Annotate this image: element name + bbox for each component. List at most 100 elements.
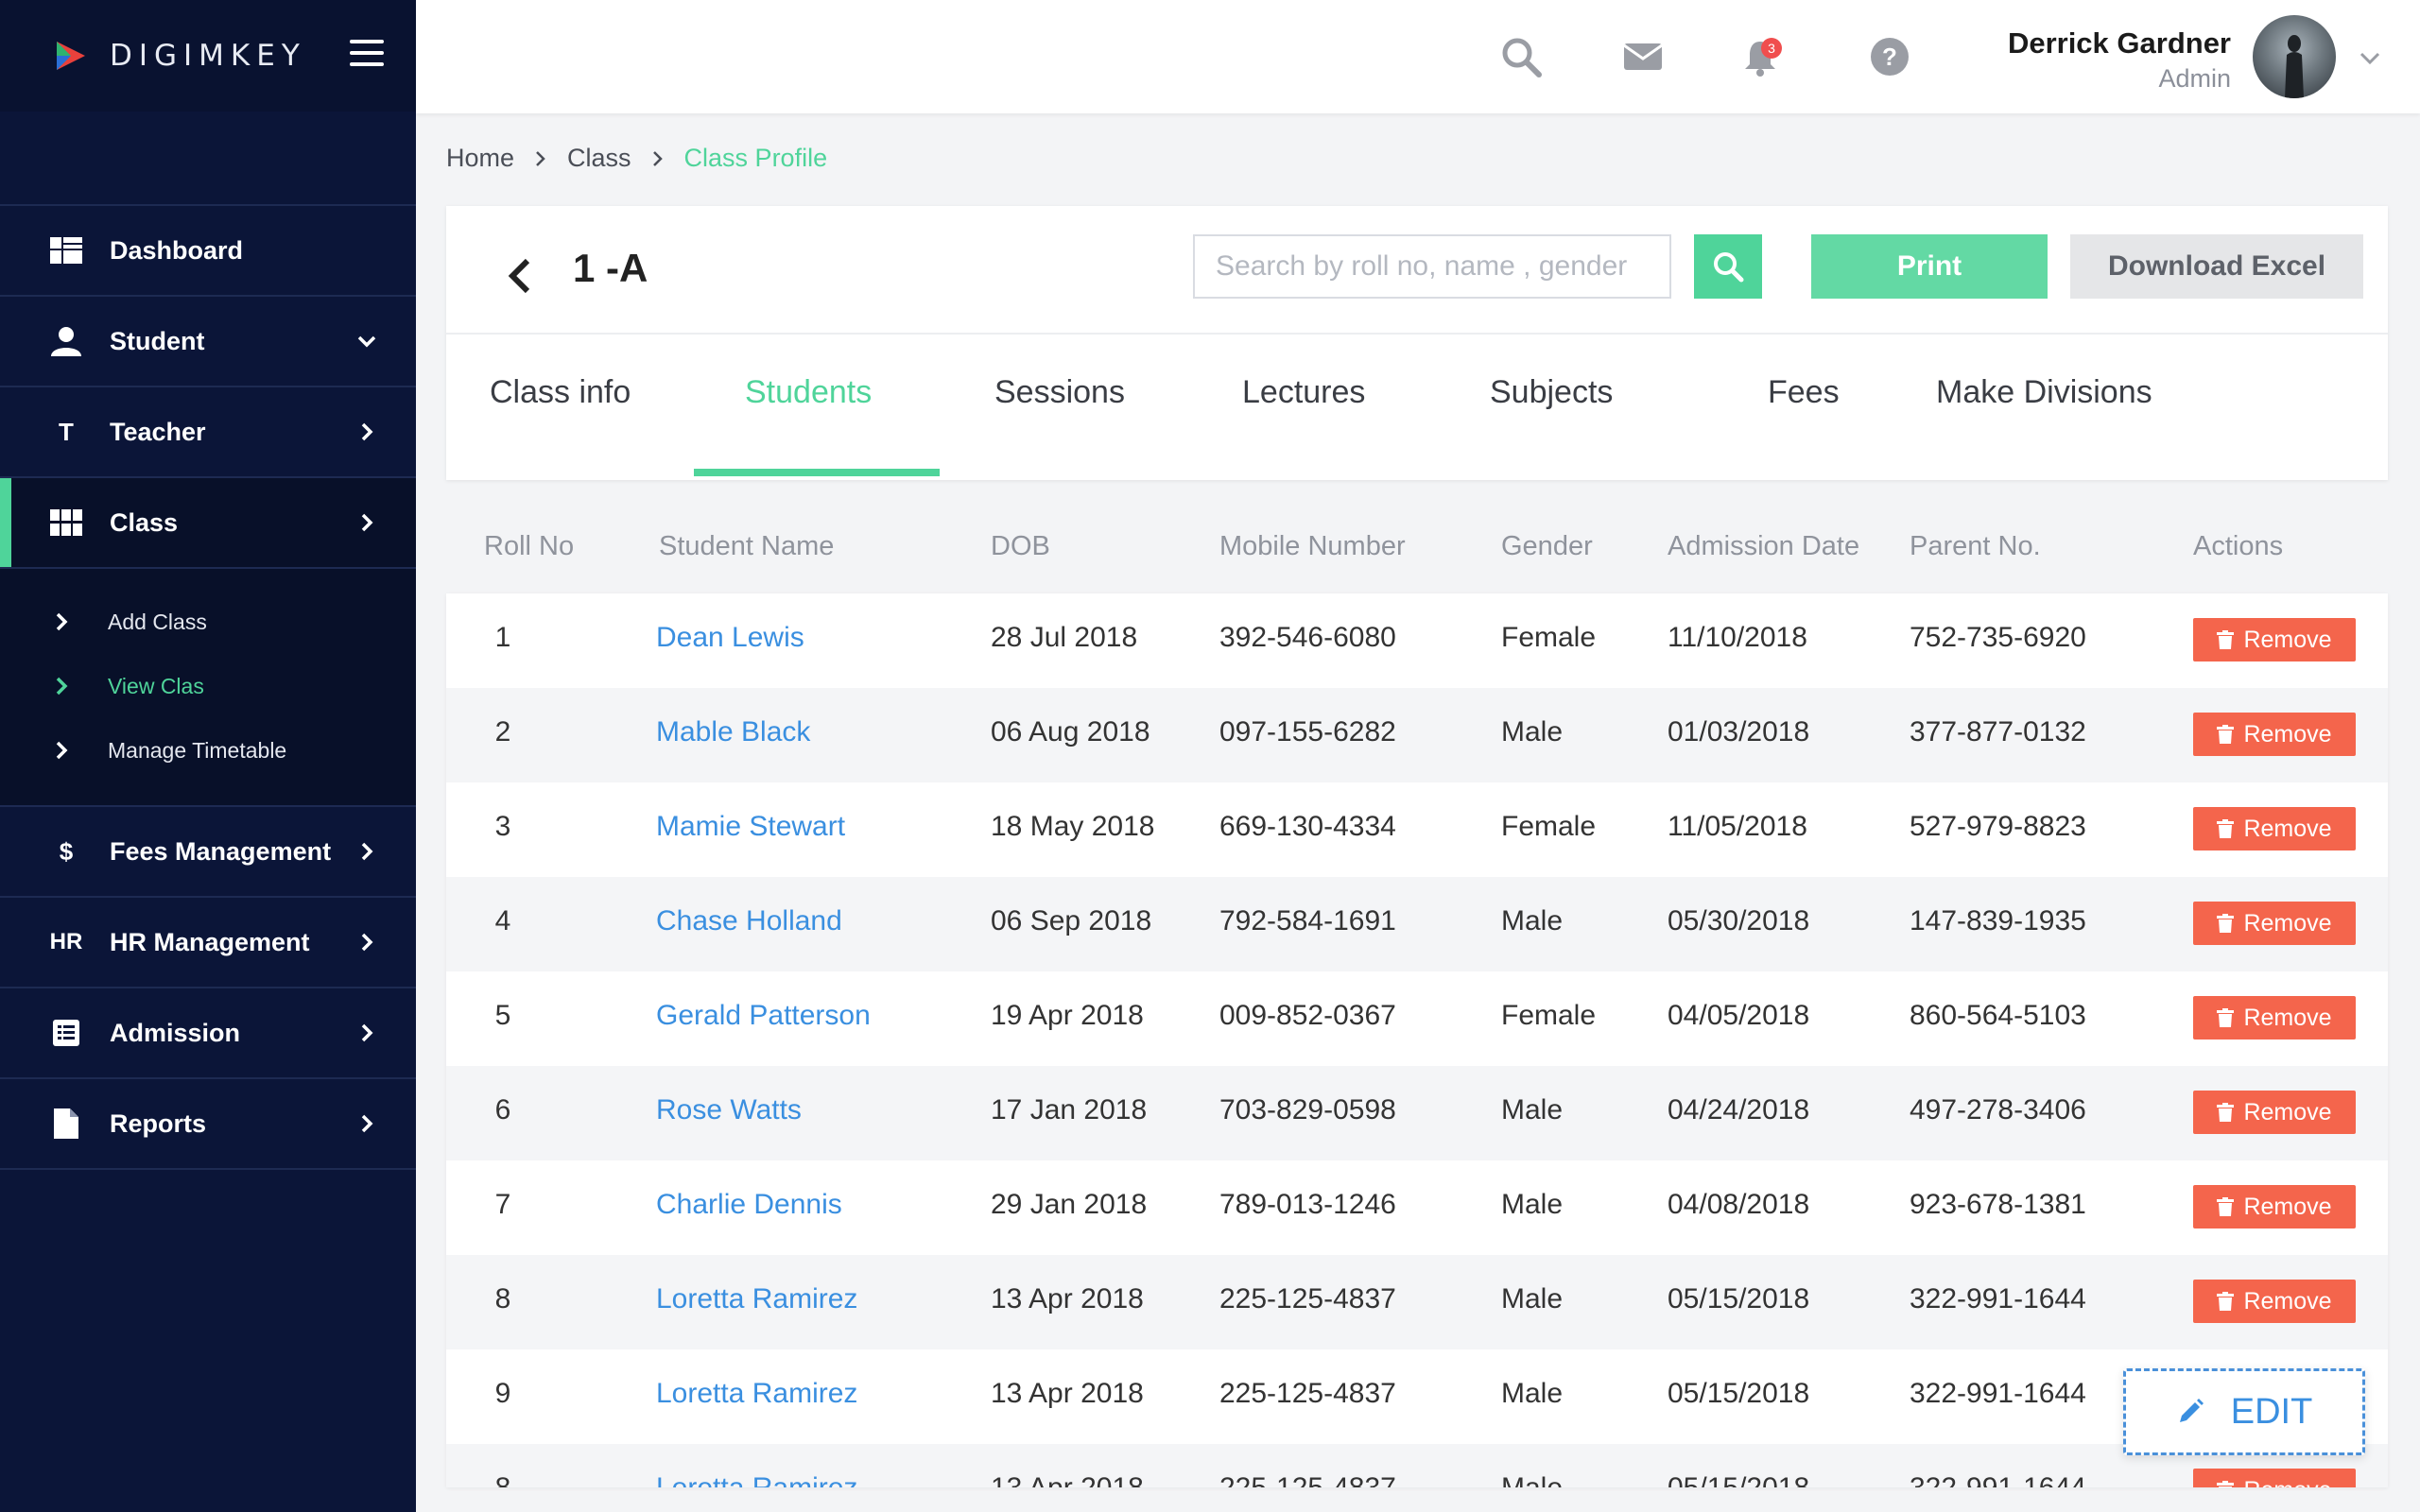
remove-button[interactable]: Remove <box>2193 713 2356 756</box>
student-name-link[interactable]: Loretta Ramirez <box>656 1283 858 1314</box>
user-name[interactable]: Derrick Gardner <box>2007 26 2231 60</box>
cell-dob: 19 Apr 2018 <box>991 1000 1144 1031</box>
table-row: 1 Dean Lewis 28 Jul 2018 392-546-6080 Female… <box>446 593 2388 688</box>
remove-button[interactable]: Remove <box>2193 902 2356 945</box>
chevron-right-icon <box>361 1023 373 1042</box>
grid-icon <box>45 509 87 536</box>
tab-fees[interactable]: Fees <box>1768 374 1840 410</box>
cell-roll-no: 1 <box>494 622 511 653</box>
table-row: 2 Mable Black 06 Aug 2018 097-155-6282 Male 0… <box>446 688 2388 782</box>
remove-button[interactable]: Remove <box>2193 1185 2356 1228</box>
cell-mobile: 225-125-4837 <box>1219 1283 1396 1314</box>
help-icon[interactable]: ? <box>1869 36 1910 77</box>
sidebar-item-class[interactable]: Class <box>0 476 416 567</box>
cell-parent: 923-678-1381 <box>1910 1189 2086 1220</box>
sidebar-item-label: Reports <box>110 1108 207 1138</box>
table-row: 7 Charlie Dennis 29 Jan 2018 789-013-1246 Ma… <box>446 1160 2388 1255</box>
cell-mobile: 009-852-0367 <box>1219 1000 1396 1031</box>
brand-bar: DIGIMKEY <box>0 0 416 112</box>
sidebar-item-student[interactable]: Student <box>0 295 416 386</box>
hamburger-menu-icon[interactable] <box>350 40 384 66</box>
student-name-link[interactable]: Loretta Ramirez <box>656 1472 857 1487</box>
search-icon[interactable] <box>1500 36 1542 77</box>
remove-button[interactable]: Remove <box>2193 996 2356 1040</box>
column-header: Roll No <box>484 531 575 561</box>
user-role: Admin <box>2158 64 2231 93</box>
trash-icon <box>2217 1292 2235 1311</box>
table-row: 3 Mamie Stewart 18 May 2018 669-130-4334 Fem… <box>446 782 2388 877</box>
students-table: 1 Dean Lewis 28 Jul 2018 392-546-6080 Female… <box>446 593 2388 1487</box>
cell-dob: 17 Jan 2018 <box>991 1094 1148 1125</box>
chevron-down-icon <box>357 335 376 348</box>
remove-button[interactable]: Remove <box>2193 1280 2356 1323</box>
sidebar-item-reports[interactable]: Reports <box>0 1077 416 1168</box>
sidebar-item-admission[interactable]: Admission <box>0 987 416 1077</box>
cell-mobile: 703-829-0598 <box>1219 1094 1396 1125</box>
trash-icon <box>2217 1197 2235 1216</box>
subnav-item-manage-timetable[interactable]: Manage Timetable <box>0 718 416 782</box>
tab-subjects[interactable]: Subjects <box>1490 374 1614 410</box>
subnav-item-label: Manage Timetable <box>108 737 287 763</box>
tab-students[interactable]: Students <box>745 374 873 410</box>
student-name-link[interactable]: Mamie Stewart <box>656 811 846 842</box>
mail-icon[interactable] <box>1622 36 1664 77</box>
trash-icon <box>2217 819 2235 838</box>
subnav-item-view-class[interactable]: View Clas <box>0 654 416 718</box>
cell-parent: 860-564-5103 <box>1910 1000 2086 1031</box>
chevron-right-icon <box>361 842 373 861</box>
print-button[interactable]: Print <box>1811 234 2048 299</box>
cell-mobile: 097-155-6282 <box>1219 716 1396 747</box>
active-tab-indicator <box>694 469 940 476</box>
edit-label: EDIT <box>2230 1391 2313 1432</box>
student-name-link[interactable]: Rose Watts <box>656 1094 802 1125</box>
search-button[interactable] <box>1694 234 1762 299</box>
column-header: DOB <box>991 531 1050 561</box>
cell-parent: 497-278-3406 <box>1910 1094 2086 1125</box>
sidebar-item-teacher[interactable]: T Teacher <box>0 386 416 476</box>
breadcrumb: Home Class Class Profile <box>446 144 827 173</box>
student-name-link[interactable]: Charlie Dennis <box>656 1189 842 1220</box>
chevron-right-icon <box>652 150 663 166</box>
cell-parent: 377-877-0132 <box>1910 716 2086 747</box>
breadcrumb-home[interactable]: Home <box>446 144 515 172</box>
trash-icon <box>2217 630 2235 649</box>
tab-make-divisions[interactable]: Make Divisions <box>1936 374 2152 410</box>
student-name-link[interactable]: Chase Holland <box>656 905 842 936</box>
student-name-link[interactable]: Dean Lewis <box>656 622 804 653</box>
tab-sessions[interactable]: Sessions <box>994 374 1125 410</box>
remove-label: Remove <box>2243 626 2332 653</box>
search-input[interactable] <box>1193 234 1671 299</box>
cell-roll-no: 8 <box>494 1283 511 1314</box>
remove-button[interactable]: Remove <box>2193 807 2356 850</box>
student-name-link[interactable]: Loretta Ramirez <box>656 1378 858 1409</box>
edit-button[interactable]: EDIT <box>2123 1368 2365 1455</box>
trash-icon <box>2217 725 2235 744</box>
cell-roll-no: 3 <box>494 811 511 842</box>
sidebar-item-fees-management[interactable]: $ Fees Management <box>0 805 416 896</box>
subnav-item-label: Add Class <box>108 609 207 634</box>
remove-button[interactable]: Remove <box>2193 1091 2356 1134</box>
cell-parent: 527-979-8823 <box>1910 811 2086 842</box>
tab-lectures[interactable]: Lectures <box>1242 374 1366 410</box>
breadcrumb-class[interactable]: Class <box>567 144 631 172</box>
tab-class-info[interactable]: Class info <box>490 374 631 410</box>
student-name-link[interactable]: Gerald Patterson <box>656 1000 871 1031</box>
remove-button[interactable]: Remove <box>2193 618 2356 662</box>
download-excel-button[interactable]: Download Excel <box>2070 234 2363 299</box>
breadcrumb-current: Class Profile <box>683 144 828 172</box>
cell-roll-no: 6 <box>494 1094 511 1125</box>
cell-dob: 13 Apr 2018 <box>991 1378 1144 1409</box>
chevron-down-icon[interactable] <box>2358 45 2382 70</box>
subnav-item-add-class[interactable]: Add Class <box>0 590 416 654</box>
sidebar-item-dashboard[interactable]: Dashboard <box>0 204 416 295</box>
student-name-link[interactable]: Mable Black <box>656 716 811 747</box>
cell-mobile: 669-130-4334 <box>1219 811 1396 842</box>
remove-button[interactable]: Remove <box>2193 1469 2356 1487</box>
cell-admission: 04/05/2018 <box>1668 1000 1810 1031</box>
subnav-item-label: View Clas <box>108 673 204 698</box>
chevron-right-icon <box>361 1114 373 1133</box>
back-arrow-icon[interactable] <box>503 255 537 297</box>
avatar[interactable] <box>2253 15 2336 98</box>
brand-logo-icon <box>57 42 85 70</box>
sidebar-item-hr-management[interactable]: HR HR Management <box>0 896 416 987</box>
